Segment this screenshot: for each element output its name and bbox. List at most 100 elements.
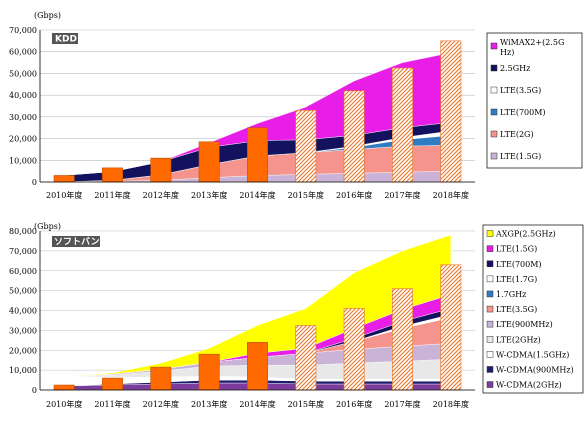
- y-tick-label: 30,000: [9, 113, 37, 122]
- softbank-unit-label: (Gbps): [34, 222, 61, 231]
- y-tick-label: 0: [32, 386, 37, 395]
- bar: [440, 264, 462, 391]
- softbank-chart: 0 10,000 20,000 30,000 40,000 50,000 60,000 70,…: [9, 222, 584, 409]
- x-tick-label: 2017年度: [384, 399, 420, 409]
- y-tick-label: 10,000: [9, 156, 37, 165]
- y-tick-label: 70,000: [9, 247, 37, 256]
- x-tick-label: 2014年度: [239, 190, 275, 200]
- bar: [440, 40, 462, 183]
- legend-label: LTE(1.5G): [500, 152, 541, 161]
- x-tick-label: 2010年度: [46, 399, 82, 409]
- legend-label: LTE(2GHz): [496, 335, 541, 344]
- y-tick-label: 50,000: [9, 69, 37, 78]
- kddi-bars: [53, 40, 462, 183]
- bar: [102, 377, 123, 391]
- y-tick-label: 80,000: [9, 227, 37, 236]
- bar: [247, 341, 268, 391]
- bar: [295, 110, 317, 183]
- y-tick-label: 10,000: [9, 366, 37, 375]
- legend-swatch: [486, 260, 494, 267]
- legend-swatch: [486, 366, 494, 373]
- legend-swatch: [490, 86, 498, 94]
- legend-label: LTE(1.7G): [496, 275, 537, 284]
- x-tick-label: 2018年度: [433, 190, 469, 200]
- y-tick-label: 0: [32, 178, 37, 187]
- x-tick-label: 2016年度: [336, 399, 372, 409]
- y-tick-label: 60,000: [9, 267, 37, 276]
- legend-label: 2.5GHz: [500, 64, 530, 73]
- legend-swatch: [486, 336, 494, 343]
- legend-label: AXGP(2.5GHz): [495, 230, 556, 239]
- kddi-chart: 0 10,000 20,000 30,000 40,000 50,000 60,000 70,…: [9, 11, 583, 200]
- y-tick-label: 60,000: [9, 48, 37, 57]
- legend-label: LTE(3.5G): [500, 86, 541, 95]
- kddi-axes: 0 10,000 20,000 30,000 40,000 50,000 60,000 70,…: [9, 26, 475, 200]
- legend-swatch: [486, 351, 494, 358]
- y-tick-label: 30,000: [9, 326, 37, 335]
- legend-label: LTE(2G): [500, 130, 534, 139]
- legend-label: W-CDMA(1.5GHz): [496, 350, 569, 359]
- bar: [150, 366, 172, 391]
- bar: [392, 67, 413, 183]
- kddi-badge-text: KDD: [55, 35, 77, 45]
- legend-swatch: [486, 290, 494, 298]
- softbank-axes: 0 10,000 20,000 30,000 40,000 50,000 60,000 70,…: [9, 227, 475, 409]
- bar: [53, 384, 75, 391]
- x-tick-label: 2018年度: [433, 399, 469, 409]
- bar: [247, 127, 268, 183]
- bar: [343, 308, 365, 391]
- bar: [102, 167, 123, 183]
- legend-swatch: [486, 320, 494, 328]
- x-tick-label: 2013年度: [191, 399, 227, 409]
- bar: [343, 90, 365, 183]
- x-tick-label: 2016年度: [336, 190, 372, 200]
- x-tick-label: 2012年度: [143, 190, 179, 200]
- legend-swatch: [490, 42, 498, 50]
- softbank-badge-text: ソフトバンク: [54, 237, 108, 248]
- y-tick-label: 20,000: [9, 346, 37, 355]
- legend-swatch: [490, 64, 498, 72]
- legend-label: W-CDMA(2GHz): [496, 381, 562, 390]
- x-tick-label: 2012年度: [143, 399, 179, 409]
- bar: [392, 288, 413, 391]
- x-tick-label: 2015年度: [288, 399, 324, 409]
- legend-box: [482, 224, 584, 394]
- softbank-badge: [52, 236, 100, 247]
- legend-swatch: [486, 305, 494, 313]
- legend-label: Hz): [500, 48, 514, 57]
- legend-label: 1.7GHz: [496, 290, 526, 299]
- softbank-bars: [53, 264, 462, 391]
- bar: [198, 353, 220, 391]
- legend-swatch: [486, 245, 494, 252]
- legend-swatch: [486, 230, 494, 237]
- legend-label: WiMAX2+(2.5G: [500, 38, 564, 47]
- legend-label: LTE(900MHz): [496, 320, 553, 329]
- x-tick-label: 2011年度: [94, 190, 130, 200]
- legend-label: LTE(1.5G): [496, 245, 537, 254]
- legend-swatch: [490, 152, 498, 160]
- bar: [53, 175, 75, 183]
- kddi-badge: [52, 33, 78, 44]
- legend-swatch: [486, 275, 494, 283]
- legend-label: W-CDMA(900MHz): [496, 365, 574, 374]
- x-tick-label: 2010年度: [46, 190, 82, 200]
- legend-swatch: [486, 381, 494, 388]
- legend-label: LTE(700M): [500, 108, 546, 117]
- x-tick-label: 2017年度: [384, 190, 420, 200]
- legend-label: LTE(700M): [496, 260, 542, 269]
- y-tick-label: 50,000: [9, 287, 37, 296]
- y-tick-label: 70,000: [9, 26, 37, 35]
- softbank-legend: AXGP(2.5GHz) LTE(1.5G) LTE(700M) LTE(1.7G) 1…: [482, 224, 584, 394]
- x-tick-label: 2014年度: [239, 399, 275, 409]
- y-tick-label: 40,000: [9, 307, 37, 316]
- legend-box: [486, 32, 583, 169]
- legend-swatch: [490, 108, 498, 116]
- x-tick-label: 2015年度: [288, 190, 324, 200]
- kddi-legend: WiMAX2+(2.5GHz) 2.5GHz LTE(3.5G) LTE(700M) L…: [486, 32, 583, 169]
- bar: [150, 157, 172, 183]
- bar: [295, 325, 317, 391]
- kddi-unit-label: (Gbps): [34, 11, 61, 20]
- x-tick-label: 2011年度: [94, 399, 130, 409]
